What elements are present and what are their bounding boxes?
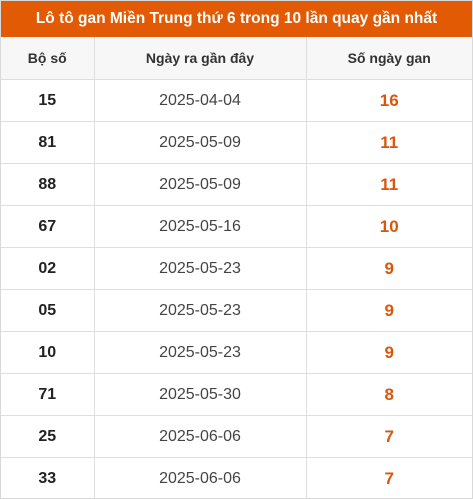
last-seen-date: 2025-05-16 [94,205,307,248]
last-seen-date: 2025-05-23 [94,289,307,332]
table-row: 10 2025-05-23 9 [1,331,472,374]
lotto-number: 81 [1,121,95,164]
lotto-number: 10 [1,331,95,374]
table-row: 88 2025-05-09 11 [1,163,472,206]
gan-days: 11 [306,163,472,206]
lotto-number: 33 [1,457,95,499]
table-row: 33 2025-06-06 7 [1,457,472,499]
last-seen-date: 2025-05-09 [94,163,307,206]
gan-days: 8 [306,373,472,416]
lotto-number: 71 [1,373,95,416]
last-seen-date: 2025-05-09 [94,121,307,164]
lotto-gan-table: Bộ số Ngày ra gần đây Số ngày gan 15 202… [1,37,472,499]
last-seen-date: 2025-05-23 [94,331,307,374]
table-row: 71 2025-05-30 8 [1,373,472,416]
table-row: 02 2025-05-23 9 [1,247,472,290]
lotto-number: 67 [1,205,95,248]
gan-days: 9 [306,247,472,290]
last-seen-date: 2025-06-06 [94,457,307,499]
gan-days: 7 [306,415,472,458]
gan-days: 9 [306,289,472,332]
lotto-number: 15 [1,79,95,122]
gan-days: 10 [306,205,472,248]
table-row: 15 2025-04-04 16 [1,79,472,122]
gan-days: 7 [384,468,394,488]
lotto-number: 05 [1,289,95,332]
table-row: 67 2025-05-16 10 [1,205,472,248]
lotto-number: 25 [1,415,95,458]
last-seen-date: 2025-05-30 [94,373,307,416]
table-row: 25 2025-06-06 7 [1,415,472,458]
table-header-row: Bộ số Ngày ra gần đây Số ngày gan [1,37,472,80]
gan-days: 16 [306,79,472,122]
lotto-number: 88 [1,163,95,206]
table-row: 05 2025-05-23 9 [1,289,472,332]
gan-days: 11 [306,121,472,164]
header-so-ngay-gan: Số ngày gan [306,37,472,80]
header-bo-so: Bộ số [1,37,95,80]
last-seen-date: 2025-06-06 [94,415,307,458]
header-ngay-ra: Ngày ra gần đây [94,37,307,80]
gan-days: 9 [306,331,472,374]
table-row: 81 2025-05-09 11 [1,121,472,164]
last-seen-date: 2025-05-23 [94,247,307,290]
last-seen-date: 2025-04-04 [94,79,307,122]
lotto-number: 02 [1,247,95,290]
panel-title: Lô tô gan Miền Trung thứ 6 trong 10 lần … [1,1,472,37]
